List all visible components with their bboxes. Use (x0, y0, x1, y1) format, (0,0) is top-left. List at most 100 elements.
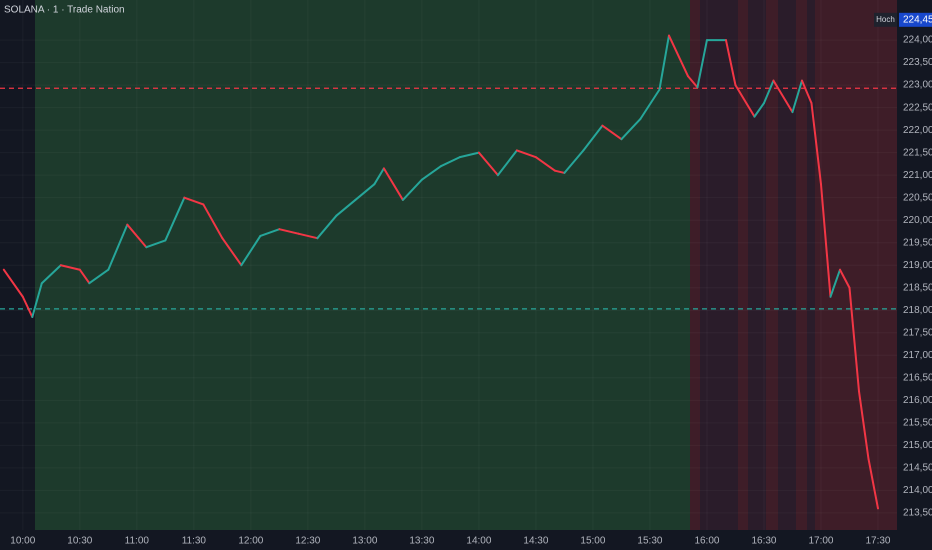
price-segment (420, 165, 442, 181)
y-tick-label: 217,00 (903, 350, 932, 361)
y-tick-label: 216,50 (903, 372, 932, 383)
price-segment (772, 79, 794, 114)
price-segment (838, 268, 851, 289)
y-tick-label: 221,50 (903, 147, 932, 158)
x-tick-label: 12:30 (295, 536, 320, 547)
price-segment (382, 167, 404, 201)
y-tick-label: 218,50 (903, 282, 932, 293)
price-segment (601, 124, 623, 141)
price-segment (126, 223, 148, 249)
y-tick-label: 221,00 (903, 170, 932, 181)
price-segment (620, 117, 642, 141)
price-segment (88, 268, 110, 285)
price-segment (791, 79, 803, 114)
time-axis-bg (0, 530, 932, 550)
price-segment (848, 286, 860, 393)
y-tick-label: 220,50 (903, 192, 932, 203)
price-segment (496, 149, 518, 177)
x-tick-label: 17:30 (865, 536, 890, 547)
x-tick-label: 15:00 (580, 536, 605, 547)
high-value-bg (899, 12, 932, 27)
x-tick-label: 11:00 (125, 536, 150, 547)
x-tick-label: 16:00 (694, 536, 719, 547)
price-segment (31, 282, 43, 319)
price-segment (297, 232, 319, 240)
price-segment (563, 149, 585, 174)
price-segment (439, 156, 461, 168)
price-segment (734, 84, 756, 118)
price-segment (867, 457, 879, 510)
price-segment (202, 203, 224, 240)
price-segment (278, 228, 300, 235)
price-segment (335, 198, 357, 217)
price-segment (316, 214, 338, 240)
x-tick-label: 13:30 (409, 536, 434, 547)
x-tick-label: 13:00 (352, 536, 377, 547)
price-segment (810, 102, 822, 186)
price-axis-bg (897, 0, 932, 530)
x-tick-label: 15:30 (637, 536, 662, 547)
x-tick-label: 12:00 (238, 536, 263, 547)
price-segment (553, 169, 566, 174)
y-tick-label: 214,00 (903, 485, 932, 496)
price-segment (753, 102, 765, 118)
x-tick-label: 11:30 (182, 536, 207, 547)
price-segment (145, 239, 167, 249)
y-tick-label: 215,50 (903, 417, 932, 428)
y-tick-label: 219,00 (903, 260, 932, 271)
price-segment (658, 34, 670, 91)
dark-band (778, 0, 796, 530)
price-segment (183, 196, 205, 206)
price-segment (354, 183, 376, 201)
y-tick-label: 220,00 (903, 215, 932, 226)
price-segment (534, 156, 556, 172)
y-tick-label: 219,50 (903, 237, 932, 248)
price-segment (401, 178, 423, 201)
price-segment (164, 196, 186, 242)
dark-band (748, 0, 766, 530)
price-segment (762, 79, 775, 105)
high-label: Hoch (876, 15, 895, 24)
price-segment (829, 268, 841, 298)
x-tick-label: 14:30 (523, 536, 548, 547)
price-segment (857, 390, 870, 460)
x-tick-label: 16:30 (751, 536, 776, 547)
price-segment (724, 39, 737, 87)
price-segment (686, 75, 699, 89)
price-segment (819, 183, 832, 298)
y-tick-label: 222,00 (903, 125, 932, 136)
y-tick-label: 214,50 (903, 462, 932, 473)
price-segment (696, 39, 708, 89)
price-segment (2, 268, 24, 298)
price-segment (800, 79, 813, 105)
price-segment (21, 295, 34, 319)
y-tick-label: 213,50 (903, 508, 932, 519)
price-segment (107, 223, 129, 271)
x-tick-label: 10:00 (10, 536, 35, 547)
price-segment (582, 124, 604, 152)
y-tick-label: 224,00 (903, 35, 932, 46)
y-tick-label: 216,00 (903, 395, 932, 406)
price-segment (667, 34, 689, 78)
y-tick-label: 217,50 (903, 327, 932, 338)
y-tick-label: 223,50 (903, 57, 932, 68)
chart-title: SOLANA · 1 · Trade Nation (4, 5, 125, 16)
price-segment (477, 151, 499, 177)
high-label-bg (874, 12, 897, 27)
x-tick-label: 14:00 (466, 536, 491, 547)
high-value: 224,45 (903, 14, 932, 25)
price-segment (78, 268, 91, 285)
price-segment (59, 264, 81, 271)
price-segment (458, 151, 480, 159)
price-segment (639, 88, 661, 120)
price-segment (515, 149, 537, 159)
x-tick-label: 10:30 (67, 536, 92, 547)
price-segment (40, 264, 62, 285)
price-segment (373, 167, 385, 186)
y-tick-label: 218,00 (903, 305, 932, 316)
dark-band (807, 0, 815, 530)
price-segment (259, 228, 281, 237)
y-tick-label: 223,00 (903, 80, 932, 91)
y-tick-label: 215,00 (903, 440, 932, 451)
